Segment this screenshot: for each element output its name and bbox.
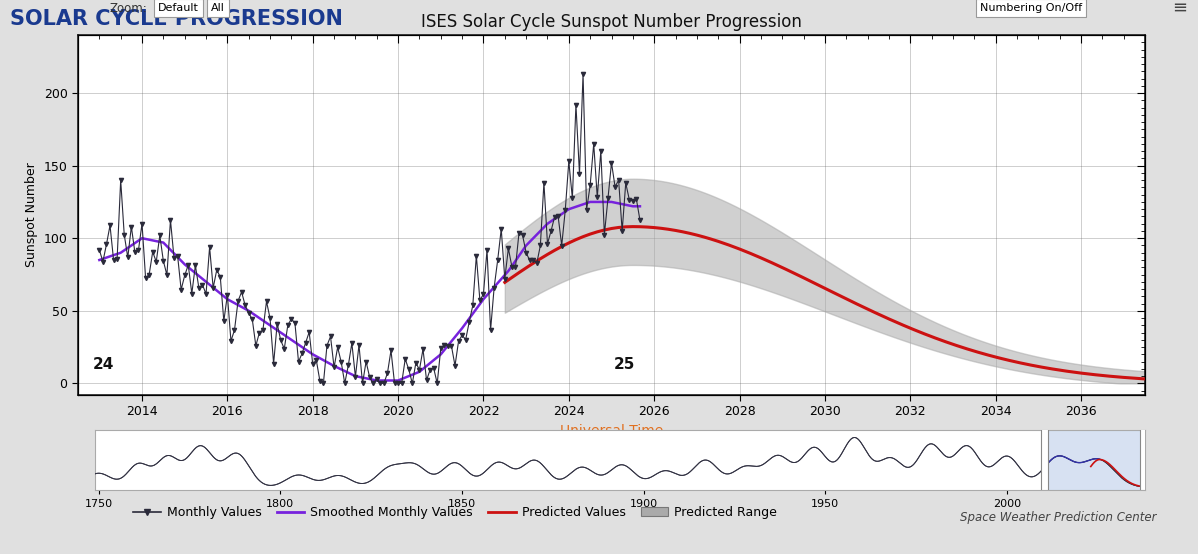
Title: ISES Solar Cycle Sunspot Number Progression: ISES Solar Cycle Sunspot Number Progress… bbox=[420, 13, 801, 30]
Text: 24: 24 bbox=[93, 357, 114, 372]
Text: SOLAR CYCLE PROGRESSION: SOLAR CYCLE PROGRESSION bbox=[10, 9, 343, 29]
Text: Space Weather Prediction Center: Space Weather Prediction Center bbox=[960, 511, 1156, 524]
X-axis label: Universal Time: Universal Time bbox=[559, 424, 664, 438]
Bar bbox=[1043, 430, 1145, 490]
Text: Zoom:: Zoom: bbox=[109, 2, 147, 14]
Text: Numbering On/Off: Numbering On/Off bbox=[980, 3, 1082, 13]
Bar bbox=[1139, 428, 1146, 490]
Text: All: All bbox=[211, 3, 225, 13]
Text: 25: 25 bbox=[613, 357, 635, 372]
Text: Default: Default bbox=[158, 3, 199, 13]
Legend: Monthly Values, Smoothed Monthly Values, Predicted Values, Predicted Range: Monthly Values, Smoothed Monthly Values,… bbox=[128, 501, 782, 524]
Bar bbox=[1041, 428, 1048, 490]
Text: ≡: ≡ bbox=[1172, 0, 1187, 17]
Y-axis label: Sunspot Number: Sunspot Number bbox=[25, 163, 38, 268]
